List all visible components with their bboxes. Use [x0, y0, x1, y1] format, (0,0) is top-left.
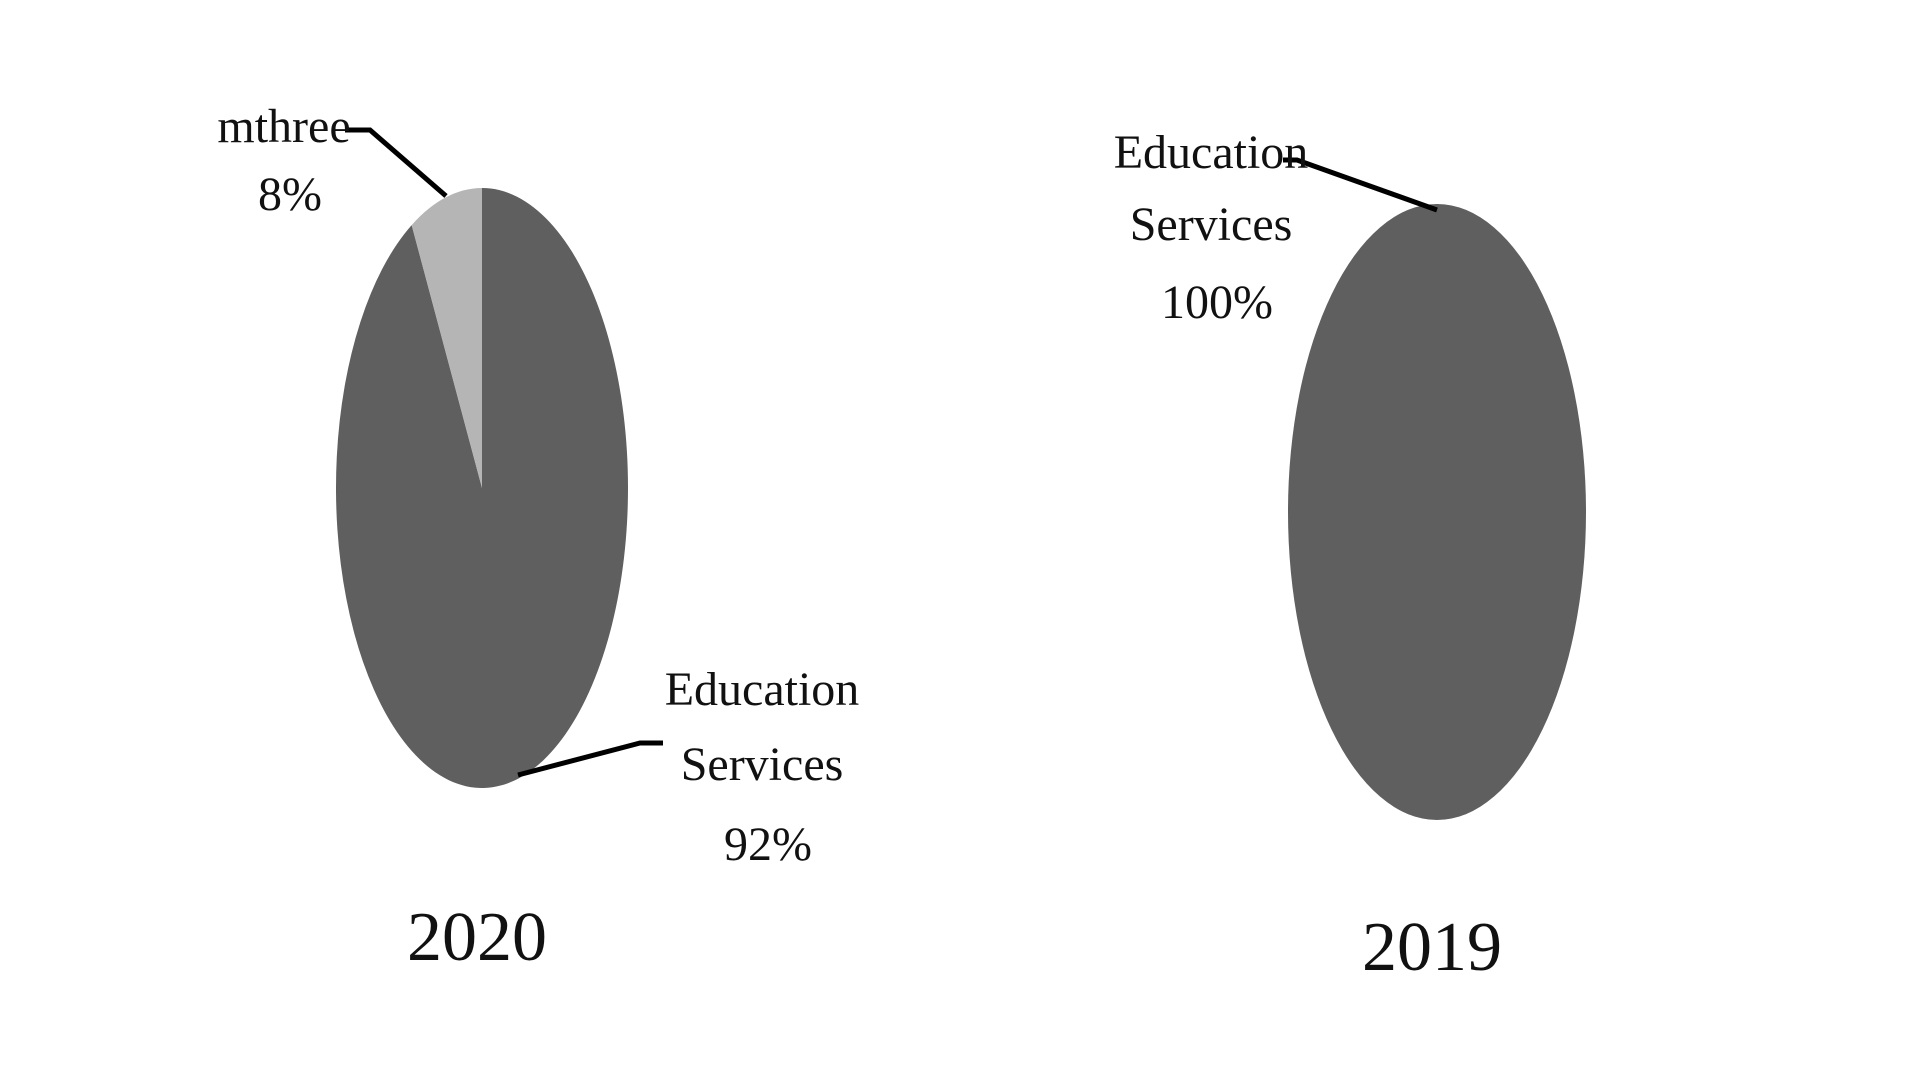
chart-title-2020: 2020 [407, 899, 547, 976]
slice-name-education-2019-line1: Education [1114, 126, 1309, 179]
pie-chart-2020: mthree 8% Education Services 92% 2020 [217, 100, 872, 976]
slice-name-mthree: mthree [217, 100, 350, 153]
leader-line-education-services-2020 [517, 740, 663, 778]
slice-value-education-services-2020: 92% [724, 818, 812, 871]
slice-label-education-services-2019: Education Services 100% [1114, 126, 1321, 329]
pie-slice-education-services-2019 [1288, 204, 1586, 820]
slice-value-education-services-2019: 100% [1161, 276, 1273, 329]
pie-slice-education-services-2020 [335, 188, 628, 788]
pie-2019-slices [1288, 204, 1586, 820]
pie-chart-2019: Education Services 100% 2019 [1114, 126, 1586, 986]
leader-line-education-services-2019 [1283, 157, 1438, 213]
leader-line-mthree [345, 127, 448, 198]
slice-name-education-2020-line1: Education [665, 663, 860, 716]
pie-2020-slices [335, 188, 628, 788]
slice-label-mthree: mthree 8% [217, 100, 362, 221]
slice-name-education-2019-line2: Services [1130, 198, 1293, 251]
slice-name-education-2020-line2: Services [681, 738, 844, 791]
slice-label-education-services-2020: Education Services 92% [665, 663, 872, 871]
pie-slice-mthree-2020 [411, 188, 482, 488]
chart-title-2019: 2019 [1362, 909, 1502, 986]
slice-value-mthree: 8% [258, 168, 322, 221]
